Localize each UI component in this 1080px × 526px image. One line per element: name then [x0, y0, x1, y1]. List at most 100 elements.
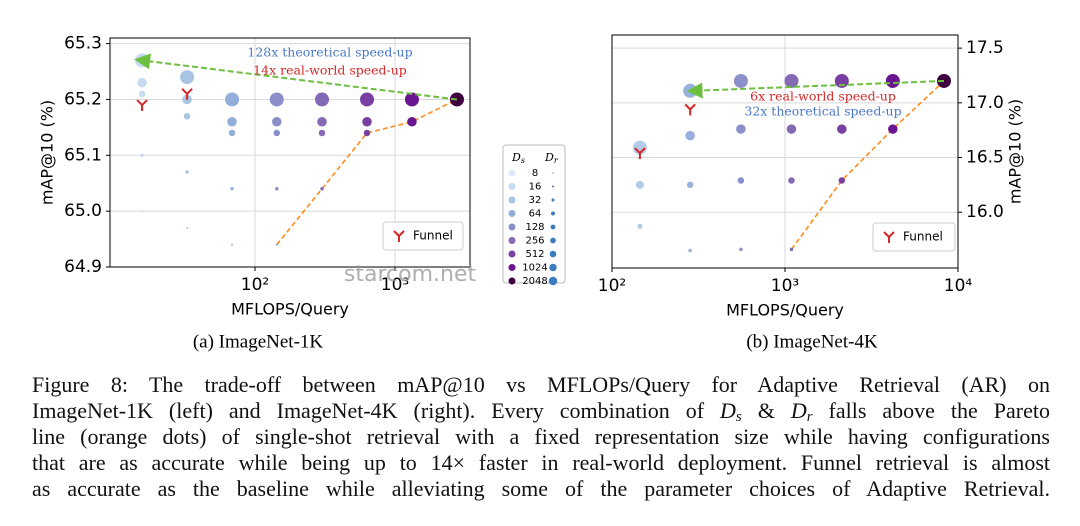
point	[737, 177, 745, 184]
caption-text: falls above the Pareto	[812, 398, 1050, 423]
point	[231, 243, 234, 246]
plot-marks	[134, 53, 464, 246]
point	[315, 92, 330, 107]
point	[273, 129, 281, 137]
caption-text: &	[741, 398, 791, 423]
y-tick-label: 17.5	[966, 38, 1004, 58]
point	[186, 226, 189, 229]
point	[318, 129, 326, 137]
point	[733, 73, 748, 88]
size-legend-box	[502, 144, 566, 284]
point	[363, 129, 371, 137]
point	[141, 210, 144, 213]
legend-label: 512	[525, 249, 544, 260]
marker-arm	[136, 99, 143, 106]
legend-color	[508, 196, 516, 204]
point	[632, 140, 647, 155]
legend-label: 128	[525, 222, 544, 233]
marker-arm	[181, 88, 188, 95]
y-tick-label: 64.9	[64, 257, 102, 277]
marker-arm	[186, 88, 193, 95]
point	[685, 130, 695, 141]
subcaption: (b) ImageNet-4K	[746, 331, 878, 352]
point	[788, 177, 795, 184]
x-tick-label: 10³	[381, 275, 409, 295]
legend-color	[508, 210, 516, 217]
speedup-arrow	[134, 53, 458, 101]
legend-label: 1024	[522, 263, 547, 274]
point	[180, 70, 195, 85]
funnel-point	[181, 88, 193, 100]
y-tick-label: 65.2	[64, 89, 102, 109]
point	[228, 129, 236, 137]
legend-size	[551, 211, 555, 216]
caption-text: ImageNet-1K (left) and ImageNet-4K (righ…	[32, 398, 721, 423]
caption: Figure 8: The trade-off between mAP@10 v…	[32, 372, 1050, 502]
funnel-point	[634, 147, 646, 160]
legend-color	[508, 264, 516, 271]
point	[837, 124, 847, 134]
marker-arm	[689, 103, 696, 111]
legend-size	[548, 276, 558, 286]
legend-size	[549, 263, 557, 272]
caption-text: Figure 8: The trade-off between mAP@10 v…	[32, 372, 1050, 397]
point	[688, 248, 692, 253]
point	[275, 243, 278, 246]
funnel-point	[684, 103, 696, 116]
legend-header: Dr	[544, 151, 559, 165]
caption-line: that are as accurate while being up to 1…	[32, 450, 1050, 476]
marker-arm	[684, 103, 691, 111]
legend-box	[382, 221, 464, 251]
marker-arm	[883, 231, 890, 238]
legend-color	[508, 237, 516, 244]
y-axis-label: mAP@10 (%)	[38, 100, 57, 205]
marker-arm	[393, 230, 400, 237]
marker-arm	[398, 230, 405, 237]
annotation: 32x theoretical speed-up	[744, 104, 901, 119]
caption-text: s	[735, 409, 742, 425]
caption-text: line (orange dots) of single-shot retrie…	[32, 424, 1050, 449]
figure: 64.9 65.0 65.1 65.2 65.3 10² 10³ 128x theoretic…	[38, 34, 1025, 353]
legend-color	[508, 183, 516, 190]
y-axis-label: mAP@10 (%)	[1006, 99, 1025, 204]
legend-label: Funnel	[413, 229, 453, 243]
point	[360, 92, 375, 107]
point	[637, 223, 643, 229]
point	[635, 180, 644, 189]
point	[888, 124, 898, 134]
x-axis-label: MFLOPS/Query	[231, 300, 349, 319]
x-tick-label: 10²	[598, 276, 626, 296]
frame	[611, 34, 959, 269]
legend-label: 32	[529, 195, 542, 206]
frame	[109, 37, 471, 268]
point	[138, 90, 146, 98]
point	[185, 170, 189, 174]
y-tick-label: 65.1	[64, 145, 102, 165]
legend-label: 64	[529, 209, 542, 220]
point	[407, 117, 417, 127]
x-tick-label: 10³	[771, 276, 799, 296]
caption-line: line (orange dots) of single-shot retrie…	[32, 424, 1050, 450]
caption-line: as accurate as the baseline while allevi…	[32, 476, 1050, 502]
annotation: 128x theoretical speed-up	[247, 45, 412, 60]
marker-arm	[634, 147, 641, 154]
point	[736, 124, 746, 134]
legend-size	[552, 172, 554, 174]
legend-label: 16	[529, 182, 542, 193]
point	[739, 247, 743, 252]
legend-size	[550, 237, 556, 244]
caption-text: D	[720, 398, 736, 423]
subcaption: (a) ImageNet-1K	[193, 331, 324, 352]
legend-marker	[883, 231, 895, 243]
legend-header: Ds	[511, 151, 525, 165]
point	[404, 92, 419, 107]
point	[784, 73, 799, 88]
marker-arm	[888, 231, 895, 238]
caption-line: ImageNet-1K (left) and ImageNet-4K (righ…	[32, 398, 1050, 425]
caption-text: D	[790, 398, 807, 423]
x-axis-label: MFLOPS/Query	[726, 301, 844, 320]
point	[135, 53, 150, 68]
y-tick-label: 17.0	[966, 93, 1004, 113]
watermark: starcom.net	[344, 262, 477, 287]
legend-box	[872, 222, 956, 252]
